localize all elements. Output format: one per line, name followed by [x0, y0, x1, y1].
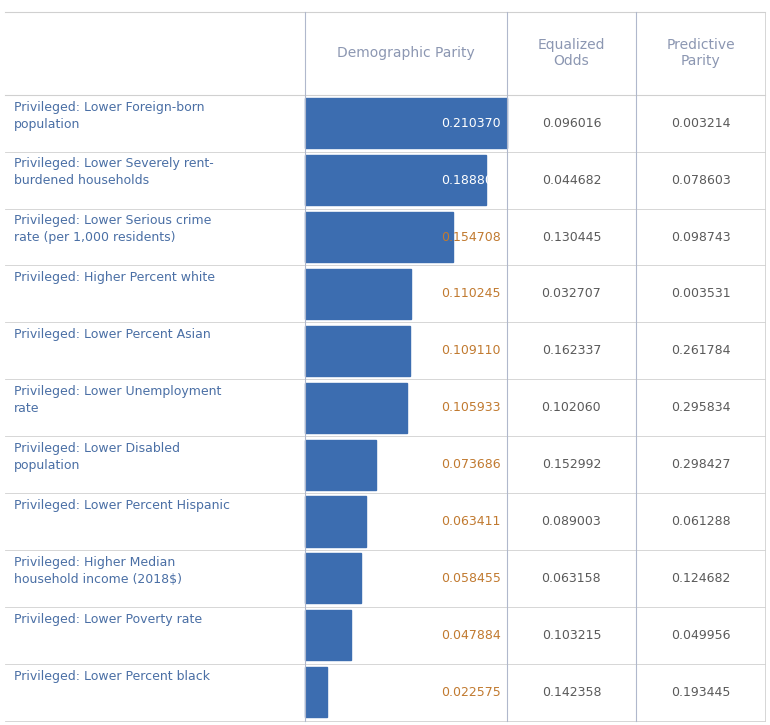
- Text: 0.003531: 0.003531: [671, 287, 731, 300]
- Text: 0.210370: 0.210370: [441, 117, 501, 130]
- Bar: [305, 439, 376, 489]
- Text: Demographic Parity: Demographic Parity: [337, 46, 475, 60]
- Bar: [305, 383, 407, 433]
- Text: Privileged: Higher Median
household income (2018$): Privileged: Higher Median household inco…: [14, 556, 182, 586]
- Text: Privileged: Higher Percent white: Privileged: Higher Percent white: [14, 271, 215, 284]
- Text: 0.110245: 0.110245: [441, 287, 501, 300]
- Bar: [5, 323, 765, 379]
- Text: 0.124682: 0.124682: [671, 572, 731, 585]
- Bar: [5, 664, 765, 721]
- Bar: [5, 152, 765, 209]
- Text: 0.102060: 0.102060: [541, 401, 601, 414]
- Text: Privileged: Lower Foreign-born
population: Privileged: Lower Foreign-born populatio…: [14, 101, 204, 130]
- Text: 0.003214: 0.003214: [671, 117, 731, 130]
- Text: 0.044682: 0.044682: [541, 173, 601, 186]
- Text: Equalized
Odds: Equalized Odds: [537, 38, 605, 68]
- Text: 0.049956: 0.049956: [671, 629, 731, 642]
- Text: 0.073686: 0.073686: [441, 458, 501, 471]
- Text: 0.154708: 0.154708: [441, 231, 501, 244]
- Text: 0.298427: 0.298427: [671, 458, 731, 471]
- Bar: [305, 155, 486, 205]
- Bar: [305, 269, 410, 319]
- Text: 0.162337: 0.162337: [542, 344, 601, 357]
- Bar: [5, 493, 765, 550]
- Text: Privileged: Lower Percent Asian: Privileged: Lower Percent Asian: [14, 328, 210, 341]
- Text: Privileged: Lower Disabled
population: Privileged: Lower Disabled population: [14, 442, 179, 472]
- Text: 0.022575: 0.022575: [441, 686, 501, 699]
- Text: 0.032707: 0.032707: [541, 287, 601, 300]
- Bar: [305, 326, 410, 376]
- Text: 0.058455: 0.058455: [440, 572, 500, 585]
- Text: 0.261784: 0.261784: [671, 344, 731, 357]
- Text: 0.142358: 0.142358: [541, 686, 601, 699]
- Text: Predictive
Parity: Predictive Parity: [667, 38, 735, 68]
- Text: 0.188801: 0.188801: [441, 173, 501, 186]
- Text: 0.047884: 0.047884: [441, 629, 501, 642]
- Bar: [5, 209, 765, 265]
- Text: 0.109110: 0.109110: [441, 344, 501, 357]
- Bar: [5, 95, 765, 152]
- Text: 0.295834: 0.295834: [671, 401, 731, 414]
- Text: 0.078603: 0.078603: [671, 173, 731, 186]
- Text: 0.103215: 0.103215: [541, 629, 601, 642]
- Text: 0.105933: 0.105933: [441, 401, 501, 414]
- Text: 0.063411: 0.063411: [441, 515, 501, 528]
- Bar: [305, 667, 326, 717]
- Text: Privileged: Lower Unemployment
rate: Privileged: Lower Unemployment rate: [14, 385, 221, 415]
- Text: Privileged: Lower Poverty rate: Privileged: Lower Poverty rate: [14, 613, 202, 626]
- Text: 0.063158: 0.063158: [541, 572, 601, 585]
- Text: 0.193445: 0.193445: [671, 686, 731, 699]
- Bar: [5, 550, 765, 607]
- Text: 0.130445: 0.130445: [541, 231, 601, 244]
- Text: Privileged: Lower Serious crime
rate (per 1,000 residents): Privileged: Lower Serious crime rate (pe…: [14, 215, 211, 244]
- Bar: [5, 607, 765, 664]
- Text: Privileged: Lower Percent black: Privileged: Lower Percent black: [14, 670, 209, 682]
- Bar: [305, 212, 454, 262]
- Text: Privileged: Lower Percent Hispanic: Privileged: Lower Percent Hispanic: [14, 499, 229, 512]
- Bar: [305, 610, 351, 660]
- Bar: [5, 436, 765, 493]
- Text: 0.152992: 0.152992: [542, 458, 601, 471]
- Text: 0.061288: 0.061288: [671, 515, 731, 528]
- Text: 0.096016: 0.096016: [541, 117, 601, 130]
- Bar: [305, 497, 366, 547]
- Bar: [5, 379, 765, 436]
- Text: Privileged: Lower Severely rent-
burdened households: Privileged: Lower Severely rent- burdene…: [14, 157, 213, 188]
- Text: 0.089003: 0.089003: [541, 515, 601, 528]
- Bar: [5, 265, 765, 323]
- Bar: [305, 98, 507, 148]
- Text: 0.098743: 0.098743: [671, 231, 731, 244]
- Bar: [305, 553, 361, 603]
